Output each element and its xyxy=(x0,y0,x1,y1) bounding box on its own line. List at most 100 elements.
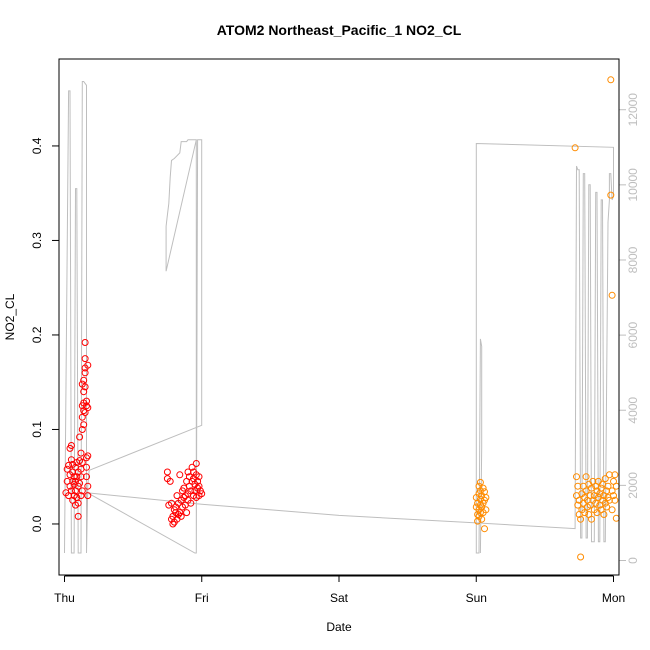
data-point-orange xyxy=(581,509,589,517)
x-tick-label: Fri xyxy=(195,591,209,605)
data-point-red xyxy=(70,473,78,481)
data-point-orange xyxy=(482,494,490,501)
data-point-red xyxy=(80,388,88,396)
data-point-red xyxy=(76,479,84,487)
data-point-orange xyxy=(608,506,616,514)
data-point-red xyxy=(194,477,202,485)
data-point-red xyxy=(188,463,196,471)
y2-tick-label: 0 xyxy=(626,557,640,564)
data-point-red xyxy=(84,361,92,369)
data-point-red xyxy=(81,339,89,346)
data-point-red xyxy=(84,452,92,460)
y2-tick-label: 8000 xyxy=(626,246,640,273)
data-point-red xyxy=(183,509,191,517)
data-point-orange xyxy=(588,484,595,492)
data-point-orange xyxy=(573,473,580,481)
x-axis-label: Date xyxy=(326,620,352,634)
data-point-orange xyxy=(482,506,490,514)
data-point-red xyxy=(176,471,184,479)
chart-title: ATOM2 Northeast_Pacific_1 NO2_CL xyxy=(217,22,462,38)
data-point-red xyxy=(74,512,82,520)
data-point-red xyxy=(83,454,90,462)
data-point-orange xyxy=(479,484,487,492)
data-point-red xyxy=(84,404,92,412)
x-tick-label: Mon xyxy=(602,591,625,605)
data-point-red xyxy=(84,482,92,490)
data-point-red xyxy=(80,421,88,429)
y2-tick-label: 6000 xyxy=(626,321,640,348)
data-point-red xyxy=(83,397,90,405)
data-point-red xyxy=(73,473,81,481)
data-point-red xyxy=(176,509,184,517)
data-point-orange xyxy=(608,291,616,299)
data-point-red xyxy=(169,520,177,528)
y-tick-label: 0.4 xyxy=(30,137,44,154)
y2-tick-label: 12000 xyxy=(626,93,640,127)
data-point-red xyxy=(81,383,89,391)
data-point-orange xyxy=(611,471,619,479)
data-point-red xyxy=(83,473,90,481)
data-point-red xyxy=(198,490,206,498)
line-series xyxy=(64,81,614,554)
data-point-red xyxy=(163,468,171,476)
data-point-orange xyxy=(601,475,609,483)
data-point-red xyxy=(173,492,181,500)
plot-frame xyxy=(58,58,620,576)
y2-tick-label: 4000 xyxy=(626,397,640,424)
data-point-red xyxy=(78,426,86,433)
data-point-orange xyxy=(475,482,483,490)
data-point-red xyxy=(78,459,86,466)
data-point-orange xyxy=(474,517,482,525)
data-point-orange xyxy=(607,191,615,199)
data-point-red xyxy=(177,512,185,520)
data-point-red xyxy=(195,473,203,481)
y-tick-label: 0.1 xyxy=(30,421,44,438)
data-point-orange xyxy=(610,492,617,500)
data-point-orange xyxy=(592,499,600,507)
data-point-red xyxy=(83,402,90,410)
data-point-orange xyxy=(582,487,590,495)
y-tick-label: 0.0 xyxy=(30,515,44,532)
data-point-red xyxy=(74,499,82,507)
data-point-orange xyxy=(588,515,595,523)
data-point-red xyxy=(195,482,203,490)
data-point-orange xyxy=(577,515,585,523)
data-point-orange xyxy=(582,473,590,481)
data-point-orange xyxy=(603,503,611,511)
data-point-orange xyxy=(604,482,612,490)
y2-tick-label: 10000 xyxy=(626,168,640,202)
x-tick-label: Sun xyxy=(466,591,487,605)
data-point-orange xyxy=(607,76,615,84)
y-axis-label: NO2_CL xyxy=(3,293,17,340)
data-point-red xyxy=(187,499,195,507)
data-point-orange xyxy=(608,487,616,495)
data-point-red xyxy=(83,463,90,471)
data-point-orange xyxy=(577,553,585,561)
data-point-red xyxy=(192,460,200,467)
data-point-red xyxy=(63,465,71,473)
data-point-red xyxy=(168,499,175,507)
data-point-red xyxy=(81,369,89,377)
data-point-red xyxy=(84,492,92,500)
data-point-orange xyxy=(611,496,619,504)
data-point-red xyxy=(166,477,174,485)
points-layer xyxy=(62,76,620,561)
y-tick-label: 0.3 xyxy=(30,232,44,249)
y2-tick-label: 2000 xyxy=(626,472,640,499)
data-point-orange xyxy=(597,484,605,492)
data-point-red xyxy=(77,492,85,500)
data-point-orange xyxy=(571,144,579,152)
data-point-red xyxy=(65,461,73,469)
data-point-orange xyxy=(476,478,484,486)
data-point-red xyxy=(67,456,75,464)
x-tick-label: Sat xyxy=(330,591,349,605)
data-point-orange xyxy=(478,515,486,523)
x-tick-label: Thu xyxy=(54,591,75,605)
y-tick-label: 0.2 xyxy=(30,326,44,343)
line-series-layer xyxy=(64,81,614,554)
data-point-red xyxy=(81,355,89,363)
data-point-red xyxy=(80,376,88,384)
data-point-red xyxy=(67,442,75,449)
